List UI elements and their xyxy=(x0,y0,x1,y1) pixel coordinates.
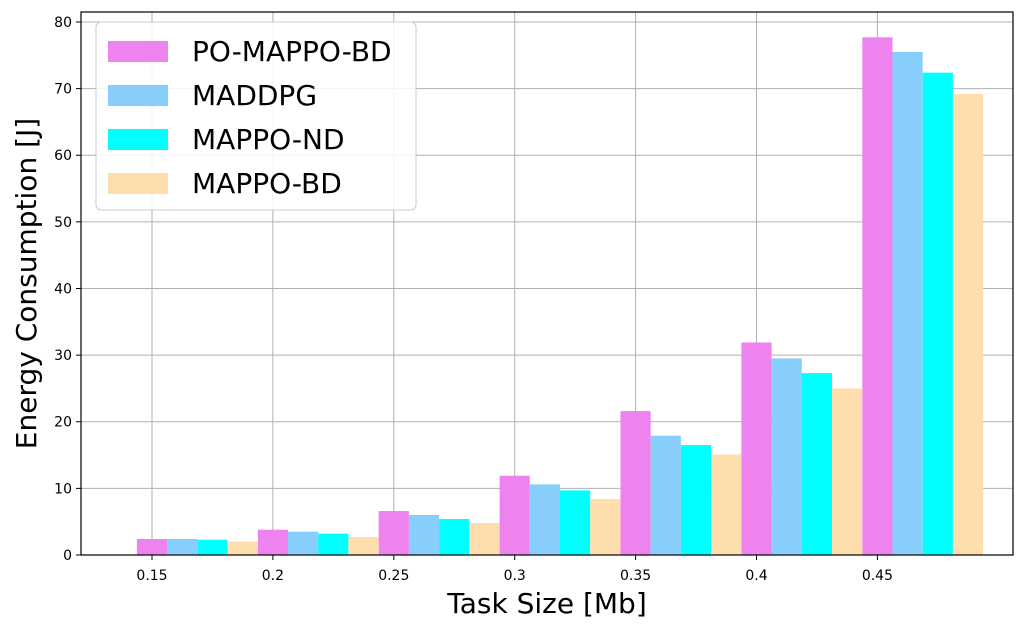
y-tick-label: 80 xyxy=(54,15,72,31)
legend-label: MADDPG xyxy=(192,79,317,112)
legend-box xyxy=(95,21,417,211)
x-tick-label: 0.3 xyxy=(504,568,526,584)
legend-swatch xyxy=(108,41,168,62)
bar xyxy=(378,511,409,555)
legend-swatch xyxy=(108,129,168,150)
legend-swatch xyxy=(108,173,168,194)
plot-frame xyxy=(80,11,1014,556)
x-tick-label: 0.15 xyxy=(136,568,167,584)
y-tick-label: 0 xyxy=(63,548,72,564)
bar xyxy=(318,533,349,555)
bar xyxy=(408,515,440,555)
bar xyxy=(650,435,681,555)
bar xyxy=(741,342,772,555)
bar xyxy=(952,93,984,555)
y-tick-label: 60 xyxy=(54,148,72,164)
y-axis-title: Energy Consumption [J] xyxy=(10,118,43,449)
bar xyxy=(620,411,651,555)
y-tick-label: 50 xyxy=(54,215,72,231)
x-tick-label: 0.35 xyxy=(620,568,651,584)
bar xyxy=(257,529,288,555)
bar xyxy=(288,531,319,555)
bar xyxy=(711,454,742,555)
bar xyxy=(832,388,863,555)
legend-swatch xyxy=(108,85,168,106)
bar xyxy=(529,484,560,555)
bar xyxy=(167,539,198,555)
bar xyxy=(499,475,530,555)
bar xyxy=(469,523,500,555)
bar xyxy=(801,373,832,555)
x-tick-label: 0.25 xyxy=(378,568,409,584)
bar xyxy=(771,358,802,555)
bar xyxy=(590,499,621,555)
bar xyxy=(892,51,923,555)
bar xyxy=(439,519,470,555)
legend-label: PO-MAPPO-BD xyxy=(192,35,392,68)
y-tick-label: 30 xyxy=(54,348,72,364)
y-tick-label: 10 xyxy=(54,481,72,497)
bar xyxy=(227,541,258,555)
bar xyxy=(136,539,168,555)
bar xyxy=(862,37,893,555)
x-axis-title: Task Size [Mb] xyxy=(446,587,647,620)
bar xyxy=(680,445,712,555)
legend: PO-MAPPO-BD MADDPG MAPPO-ND MAPPO-BD xyxy=(95,21,417,211)
bar xyxy=(560,490,591,555)
y-tick-label: 40 xyxy=(54,281,72,297)
legend-label: MAPPO-ND xyxy=(192,123,345,156)
bar xyxy=(922,72,953,555)
x-tick-label: 0.45 xyxy=(862,568,893,584)
y-tick-label: 70 xyxy=(54,82,72,98)
bars xyxy=(136,37,984,555)
bar xyxy=(197,539,228,555)
bar xyxy=(348,537,379,555)
axis-ticks: 0 10 20 30 40 50 60 70 80 0.15 0.2 0.25 0.3 0.35 0.4 0.… xyxy=(54,15,893,584)
x-tick-label: 0.4 xyxy=(745,568,767,584)
y-tick-label: 20 xyxy=(54,415,72,431)
legend-label: MAPPO-BD xyxy=(192,167,342,200)
x-tick-label: 0.2 xyxy=(262,568,284,584)
